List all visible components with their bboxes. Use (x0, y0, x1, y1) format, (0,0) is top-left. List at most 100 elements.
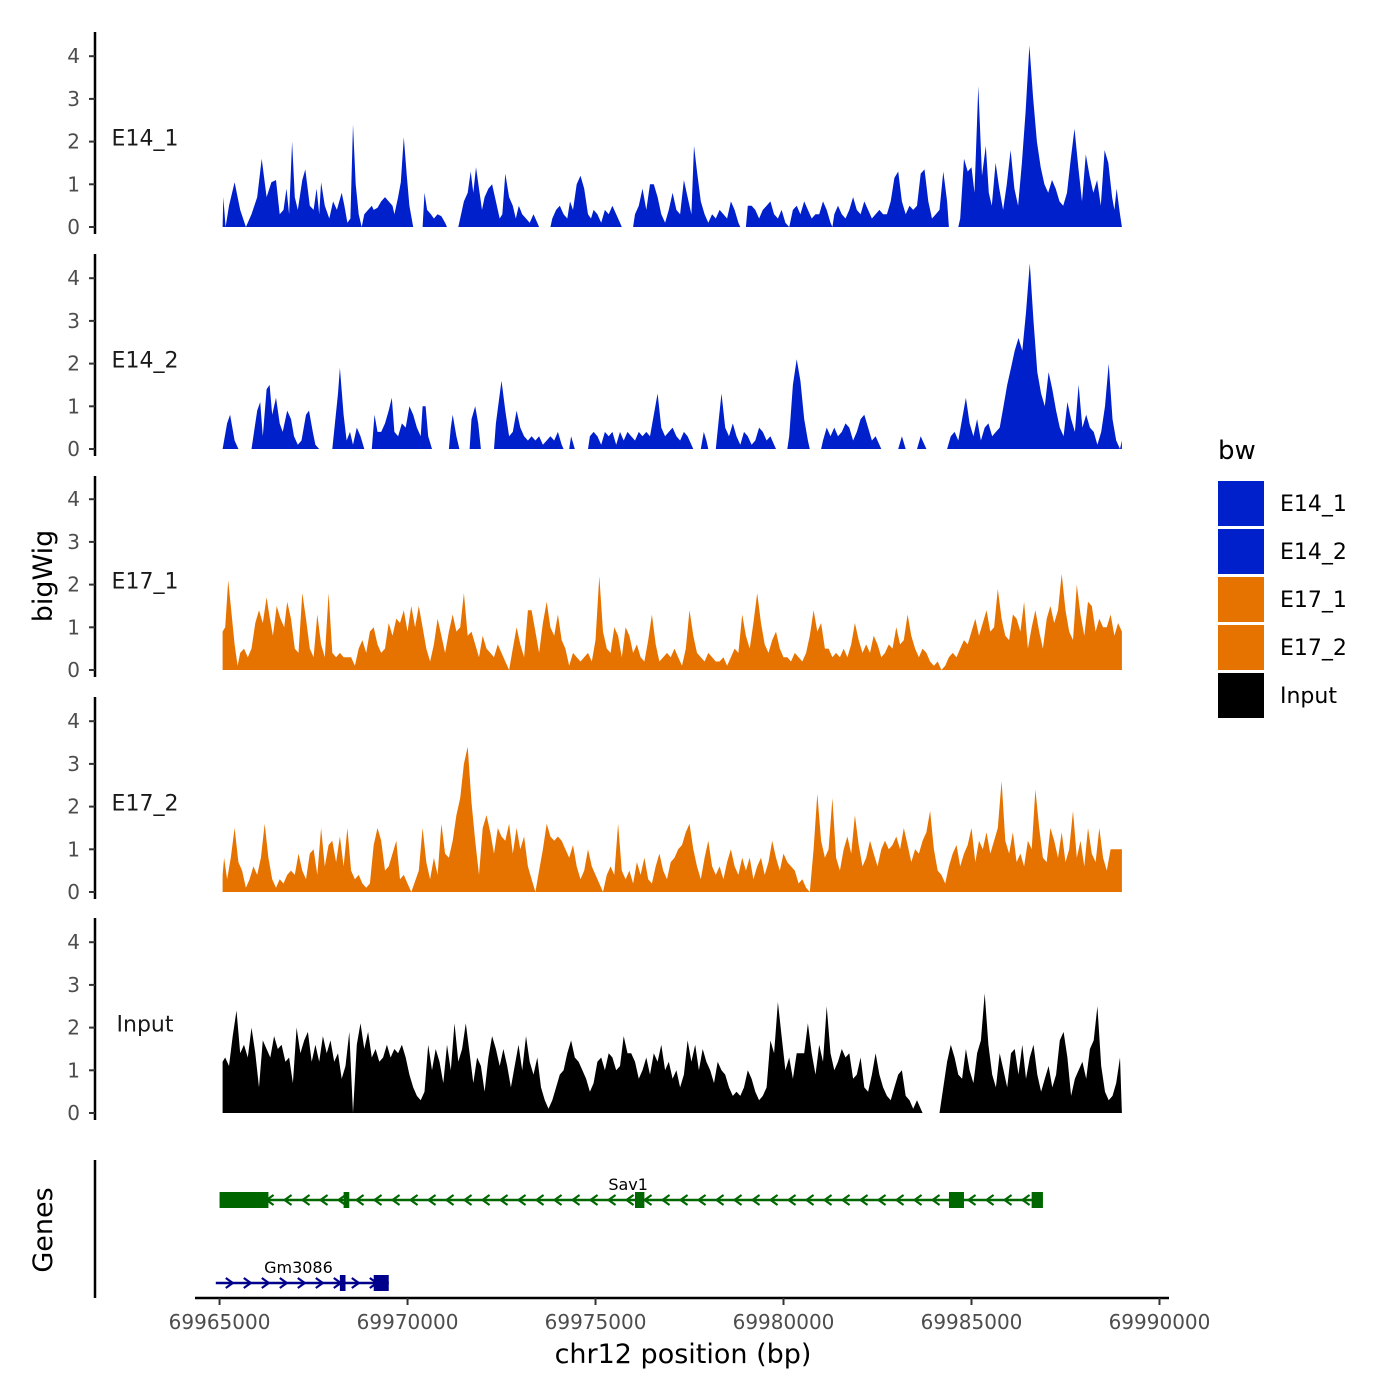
y-tick-label: 0 (67, 215, 80, 239)
genes-axis-title: Genes (28, 1187, 59, 1272)
y-tick-label: 1 (67, 837, 80, 861)
x-tick-label: 69980000 (733, 1310, 835, 1334)
strand-arrow-icon (462, 1194, 473, 1206)
strand-arrow-icon (534, 1194, 545, 1206)
strand-arrow-icon (804, 1194, 815, 1206)
y-tick-label: 3 (67, 309, 80, 333)
strand-arrow-icon (678, 1194, 689, 1206)
y-tick-label: 4 (67, 709, 80, 733)
signal-area-e14-1 (222, 45, 1122, 227)
y-tick-label: 0 (67, 658, 80, 682)
y-tick-label: 4 (67, 44, 80, 68)
x-tick-label: 69990000 (1109, 1310, 1211, 1334)
gene-gm3086: Gm3086 (215, 1258, 389, 1291)
strand-arrow-icon (714, 1194, 725, 1206)
strand-arrow-icon (696, 1194, 707, 1206)
strand-arrow-icon (984, 1194, 995, 1206)
legend-label: E17_2 (1280, 636, 1347, 661)
x-axis: 69965000 69970000 69975000 69980000 69985000… (169, 1296, 1211, 1334)
legend-swatch (1218, 625, 1264, 670)
tracks-layer: 0 1 2 3 4 E14_1 0 1 2 3 4 E14_2 0 1 2 3 4 E17_1 0 1 2 3 4 E17_2… (67, 32, 1122, 1125)
strand-arrow-icon (315, 1277, 325, 1289)
signal-area-e14-2 (222, 263, 1122, 449)
y-tick-label: 3 (67, 973, 80, 997)
y-tick-label: 2 (67, 795, 80, 819)
strand-arrow-icon (336, 1194, 347, 1206)
strand-arrow-icon (261, 1277, 271, 1289)
track-e14-2: 0 1 2 3 4 E14_2 (67, 254, 1122, 461)
y-tick-label: 0 (67, 880, 80, 904)
strand-arrow-icon (840, 1194, 851, 1206)
y-tick-label: 1 (67, 172, 80, 196)
track-e17-2: 0 1 2 3 4 E17_2 (67, 697, 1122, 904)
strand-arrow-icon (354, 1194, 365, 1206)
legend-label: E14_2 (1280, 540, 1347, 565)
gene-exon (343, 1192, 350, 1208)
strand-arrow-icon (282, 1194, 293, 1206)
legend-item-e17-2: E17_2 (1218, 625, 1347, 670)
legend-item-e14-2: E14_2 (1218, 529, 1347, 574)
y-tick-label: 0 (67, 437, 80, 461)
strand-arrow-icon (318, 1194, 329, 1206)
legend-label: Input (1280, 684, 1337, 709)
strand-arrow-icon (588, 1194, 599, 1206)
legend-swatch (1218, 577, 1264, 622)
strand-arrow-icon (279, 1277, 289, 1289)
strand-arrow-icon (822, 1194, 833, 1206)
strand-arrow-icon (912, 1194, 923, 1206)
gene-exon (635, 1192, 645, 1208)
strand-arrow-icon (552, 1194, 563, 1206)
strand-arrow-icon (300, 1194, 311, 1206)
gene-exon (339, 1275, 346, 1291)
y-tick-label: 1 (67, 1058, 80, 1082)
gene-label: Gm3086 (264, 1258, 333, 1277)
strand-arrow-icon (225, 1277, 235, 1289)
strand-arrow-icon (498, 1194, 509, 1206)
strand-arrow-icon (390, 1194, 401, 1206)
strand-arrow-icon (786, 1194, 797, 1206)
strand-arrow-icon (372, 1194, 383, 1206)
signal-area-e17-1 (222, 573, 1122, 670)
y-tick-label: 3 (67, 87, 80, 111)
y-tick-label: 4 (67, 930, 80, 954)
x-tick-label: 69970000 (357, 1310, 459, 1334)
x-tick-label: 69975000 (545, 1310, 647, 1334)
strand-arrow-icon (624, 1194, 635, 1206)
strand-arrow-icon (297, 1277, 307, 1289)
y-tick-label: 1 (67, 615, 80, 639)
track-label: E14_1 (112, 126, 179, 151)
gene-exon (373, 1275, 389, 1291)
genes-panel: Sav1 Gm3086 (93, 1160, 1043, 1298)
strand-arrow-icon (1020, 1194, 1031, 1206)
signal-area-e17-2 (222, 746, 1122, 892)
strand-arrow-icon (660, 1194, 671, 1206)
strand-arrow-icon (516, 1194, 527, 1206)
y-axis-title: bigWig (28, 530, 59, 623)
strand-arrow-icon (750, 1194, 761, 1206)
legend-label: E14_1 (1280, 492, 1347, 517)
strand-arrow-icon (966, 1194, 977, 1206)
y-tick-label: 3 (67, 530, 80, 554)
strand-arrow-icon (480, 1194, 491, 1206)
strand-arrow-icon (930, 1194, 941, 1206)
track-label: Input (117, 1012, 174, 1037)
y-tick-label: 0 (67, 1101, 80, 1125)
track-label: E17_2 (112, 791, 179, 816)
legend: bw E14_1 E14_2 E17_1 E17_2 Input (1218, 436, 1347, 718)
strand-arrow-icon (858, 1194, 869, 1206)
strand-arrow-icon (570, 1194, 581, 1206)
strand-arrow-icon (642, 1194, 653, 1206)
track-label: E14_2 (112, 348, 179, 373)
y-tick-label: 1 (67, 394, 80, 418)
x-tick-label: 69965000 (169, 1310, 271, 1334)
legend-label: E17_1 (1280, 588, 1347, 613)
x-axis-title: chr12 position (bp) (555, 1339, 812, 1370)
y-tick-label: 4 (67, 487, 80, 511)
strand-arrow-icon (408, 1194, 419, 1206)
gene-exon (948, 1192, 964, 1208)
strand-arrow-icon (768, 1194, 779, 1206)
track-e17-1: 0 1 2 3 4 E17_1 (67, 476, 1122, 682)
strand-arrow-icon (894, 1194, 905, 1206)
y-tick-label: 4 (67, 266, 80, 290)
